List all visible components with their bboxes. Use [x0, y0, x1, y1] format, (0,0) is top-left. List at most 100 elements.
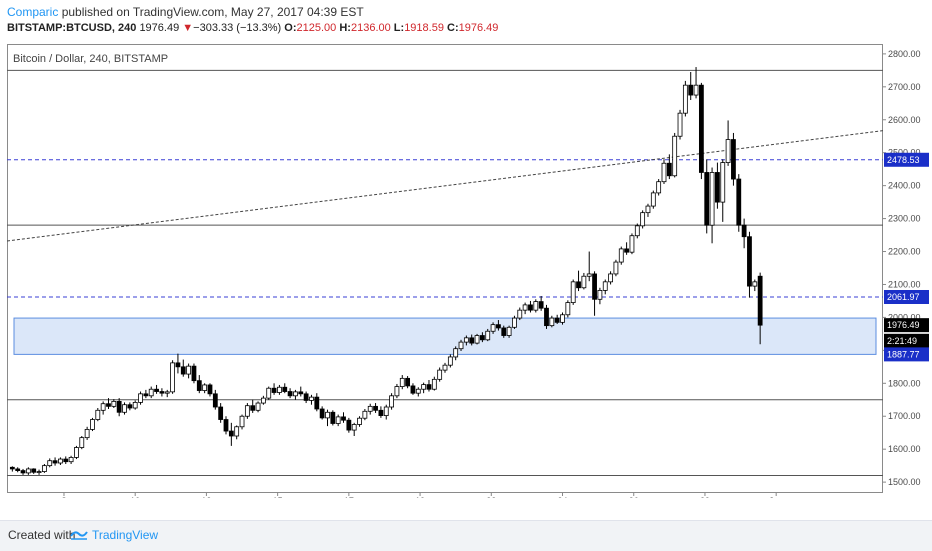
candle-up: [656, 181, 662, 194]
x-tick-label: 19: [415, 496, 425, 498]
tradingview-brand-link[interactable]: TradingView: [92, 528, 159, 542]
x-tick-label: 24: [558, 496, 568, 498]
candle-down: [20, 470, 26, 474]
candle-down: [218, 406, 224, 420]
candle-up: [74, 447, 79, 458]
candle-up: [421, 384, 427, 390]
price-axis[interactable]: 1500.001600.001700.001800.001900.002000.…: [883, 44, 932, 498]
candle-up: [709, 172, 715, 226]
y-tick-label: 1600.00: [888, 444, 921, 454]
candle-up: [453, 348, 459, 358]
plot-frame: [7, 44, 883, 493]
candle-up: [202, 384, 208, 391]
candle-up: [100, 403, 106, 411]
candle-up: [84, 429, 90, 439]
candle-up: [90, 419, 95, 430]
candle-up: [394, 386, 400, 397]
candle-up: [58, 458, 63, 464]
trendline: [7, 130, 883, 242]
candle-up: [389, 395, 394, 408]
candle-up: [266, 387, 272, 399]
last-price: 1976.49: [139, 22, 180, 34]
candle-up: [752, 281, 758, 287]
candle-up: [25, 468, 31, 474]
candle-up: [68, 457, 74, 463]
price-label: 2:21:49: [887, 336, 917, 346]
candle-up: [186, 365, 192, 375]
candle-down: [303, 393, 309, 401]
y-tick-label: 2100.00: [888, 279, 921, 289]
candle-down: [666, 162, 672, 177]
x-tick-label: 22: [486, 496, 496, 498]
candle-up: [293, 391, 298, 397]
candle-down: [688, 84, 694, 96]
candle-up: [132, 401, 138, 409]
candle-up: [122, 404, 127, 413]
candle-up: [431, 378, 437, 390]
candle-down: [298, 391, 304, 395]
open-label: O:: [284, 22, 297, 34]
candle-up: [367, 405, 373, 412]
candle-down: [207, 384, 213, 395]
open-value: 2125.00: [296, 22, 337, 34]
candle-up: [357, 417, 362, 425]
candle-down: [501, 327, 507, 336]
high-value: 2136.00: [350, 22, 391, 34]
low-value: 1918.59: [404, 22, 444, 34]
candle-up: [47, 460, 53, 467]
candle-up: [650, 192, 656, 207]
candle-up: [693, 84, 699, 96]
candle-down: [196, 380, 202, 391]
price-label-bg: [884, 289, 929, 304]
candle-down: [15, 468, 21, 471]
x-tick-label: 10: [130, 496, 140, 498]
candle-up: [490, 324, 496, 332]
candle-up: [677, 112, 683, 137]
published-text: published on TradingView.com, May 27, 20…: [61, 5, 364, 19]
candle-down: [106, 403, 111, 407]
tradingview-logo-icon[interactable]: [70, 527, 88, 541]
publish-info: Comparic published on TradingView.com, M…: [7, 5, 364, 19]
candle-up: [549, 317, 555, 327]
candle-down: [250, 405, 256, 411]
candle-up: [277, 386, 282, 393]
low-label: L:: [393, 22, 405, 34]
candle-up: [597, 289, 603, 300]
price-label: 1976.49: [887, 320, 920, 330]
candle-up: [362, 410, 368, 419]
candle-down: [154, 388, 159, 392]
candle-down: [704, 172, 710, 226]
candle-down: [624, 248, 630, 253]
candle-down: [341, 416, 346, 421]
y-tick-label: 1800.00: [888, 378, 921, 388]
x-tick-label: 15: [273, 496, 283, 498]
candle-down: [741, 224, 747, 238]
symbol-label: BITSTAMP:BTCUSD, 240: [7, 22, 137, 34]
candle-up: [399, 377, 405, 387]
candle-down: [747, 236, 752, 287]
author-link[interactable]: Comparic: [7, 5, 59, 19]
candle-up: [309, 396, 314, 401]
candle-down: [212, 393, 218, 408]
candle-up: [383, 406, 389, 416]
candle-down: [159, 391, 165, 394]
candle-down: [127, 404, 133, 409]
chart-area[interactable]: Bitcoin / Dollar, 240, BITSTAMP 8 10 12 15 17…: [7, 44, 883, 498]
candle-down: [330, 411, 336, 424]
created-with-text: Created with: [8, 528, 76, 542]
candle-down: [271, 387, 277, 393]
candle-up: [522, 304, 528, 311]
candle-up: [613, 261, 619, 275]
x-tick-label: Jun: [769, 496, 784, 498]
support-zone: [13, 317, 877, 355]
price-label-bg: [884, 347, 929, 362]
candle-up: [725, 139, 731, 163]
candle-down: [346, 419, 352, 431]
y-tick-label: 2300.00: [888, 214, 921, 224]
candle-down: [479, 335, 485, 341]
candle-up: [672, 135, 678, 177]
candlestick-chart[interactable]: Bitcoin / Dollar, 240, BITSTAMP 8 10 12 15 17…: [7, 44, 883, 498]
candle-up: [682, 84, 688, 114]
candle-down: [223, 419, 229, 432]
candle-down: [592, 273, 597, 300]
